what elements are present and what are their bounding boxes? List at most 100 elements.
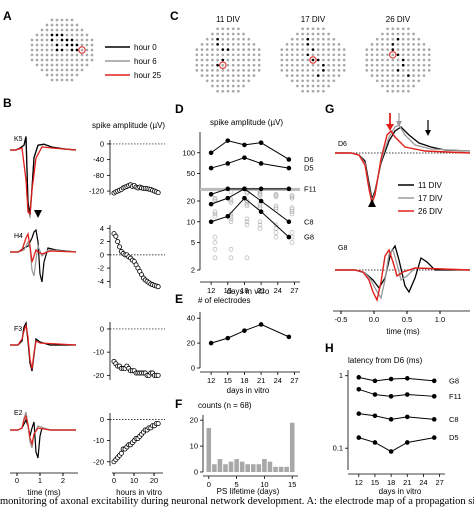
- data-point: [242, 328, 247, 333]
- electrode-dot: [55, 18, 59, 22]
- electrode-dot: [85, 33, 89, 37]
- row-label-h4: H4: [14, 233, 23, 240]
- electrode-dot: [375, 74, 379, 77]
- electrode-dot: [60, 68, 64, 72]
- electrode-dot: [65, 23, 69, 27]
- electrode-dot: [60, 48, 64, 52]
- b-right-xlabel: hours in vitro: [116, 488, 162, 497]
- legend-17div: 17 DIV: [418, 194, 443, 203]
- background-point: [212, 195, 218, 201]
- electrode-dot: [386, 89, 389, 93]
- electrode-dot: [381, 37, 384, 41]
- electrode-dot: [386, 84, 389, 88]
- row-label-d6: D6: [338, 141, 347, 148]
- data-point: [208, 201, 214, 207]
- electrode-dot: [285, 69, 289, 72]
- electrode-dot: [221, 27, 225, 31]
- electrode-dot: [401, 53, 405, 57]
- data-point: [155, 284, 161, 290]
- electrode-dot: [296, 63, 299, 67]
- data-point: [404, 392, 410, 397]
- electrode-dot: [417, 74, 421, 77]
- electrode-dot: [70, 33, 74, 37]
- electrode-dot: [327, 53, 330, 57]
- electrode-dot: [401, 43, 405, 46]
- electrode-dot: [200, 74, 204, 77]
- electrode-dot: [40, 28, 44, 32]
- electrode-dot: [40, 33, 44, 37]
- electrode-dot: [337, 48, 341, 51]
- electrode-dot: [296, 79, 299, 83]
- figure-caption: monitoring of axonal excitability during…: [0, 496, 474, 507]
- electrode-dot: [396, 74, 400, 77]
- x-tick-label: 27: [290, 286, 298, 295]
- electrode-dot: [205, 53, 209, 57]
- electrode-dot: [311, 27, 315, 31]
- electrode-dot: [252, 58, 256, 62]
- electrode-dot: [70, 78, 74, 82]
- y-tick-label: 0: [100, 415, 104, 424]
- electrode-dot: [386, 53, 389, 57]
- electrode-dot: [401, 63, 405, 67]
- electrode-dot: [407, 79, 410, 83]
- background-point: [273, 234, 279, 240]
- electrode-dot: [296, 48, 299, 51]
- data-point: [118, 450, 124, 456]
- electrode-dot: [301, 74, 304, 77]
- electrode-dot: [337, 43, 341, 46]
- electrode-dot: [306, 43, 310, 46]
- electrode-dot: [211, 48, 214, 51]
- g-xtick-2: 0.5: [402, 315, 412, 324]
- histogram-bar: [223, 464, 228, 472]
- series-label-d5: D5: [304, 164, 314, 173]
- electrode-dot: [80, 33, 84, 37]
- electrode-dot: [332, 63, 336, 67]
- electrode-dot: [422, 69, 426, 72]
- electrode-dot: [216, 89, 219, 93]
- electrode-dot: [216, 48, 219, 51]
- electrode-dot: [327, 32, 330, 36]
- electrode-dot: [391, 63, 395, 67]
- electrode-dot: [205, 37, 209, 41]
- electrode-dot: [337, 58, 341, 62]
- electrode-dot: [211, 43, 214, 46]
- electrode-dot: [50, 53, 54, 57]
- data-point: [258, 140, 264, 145]
- electrode-dot: [60, 43, 64, 47]
- data-point: [225, 186, 231, 192]
- electrode-dot: [221, 32, 225, 36]
- electrode-dot: [80, 48, 84, 52]
- trace-f3-hour-0: [10, 320, 76, 372]
- data-point: [286, 157, 292, 162]
- electrode-dot: [45, 58, 49, 62]
- electrode-dot: [391, 69, 395, 72]
- electrode-dot: [396, 84, 400, 88]
- electrode-dot: [195, 48, 199, 51]
- electrode-dot: [386, 79, 389, 83]
- electrode-dot: [205, 48, 209, 51]
- panel-h-xlabel: days in vitro: [379, 487, 422, 496]
- electrode-dot: [70, 28, 74, 32]
- electrode-dot: [417, 37, 421, 41]
- trace-g8-26div: [335, 248, 471, 303]
- electrode-dot: [322, 74, 325, 77]
- electrode-dot: [365, 63, 369, 67]
- electrode-dot: [252, 69, 256, 72]
- background-point: [273, 192, 279, 197]
- electrode-dot: [231, 37, 235, 41]
- electrode-dot: [242, 84, 245, 88]
- electrode-dot: [50, 78, 54, 82]
- electrode-dot: [45, 38, 49, 42]
- background-point: [228, 255, 234, 261]
- electrode-dot: [60, 63, 64, 67]
- histogram-bar: [234, 459, 239, 472]
- panel-c-letter: C: [170, 9, 179, 23]
- electrode-dot: [290, 43, 294, 46]
- electrode-dot: [391, 27, 395, 31]
- electrode-dot: [316, 63, 320, 67]
- trace-d6-17div: [335, 124, 471, 204]
- electrode-dot: [65, 18, 69, 22]
- histogram-bar: [239, 461, 245, 472]
- electrode-dot: [301, 79, 304, 83]
- electrode-dot: [252, 43, 256, 46]
